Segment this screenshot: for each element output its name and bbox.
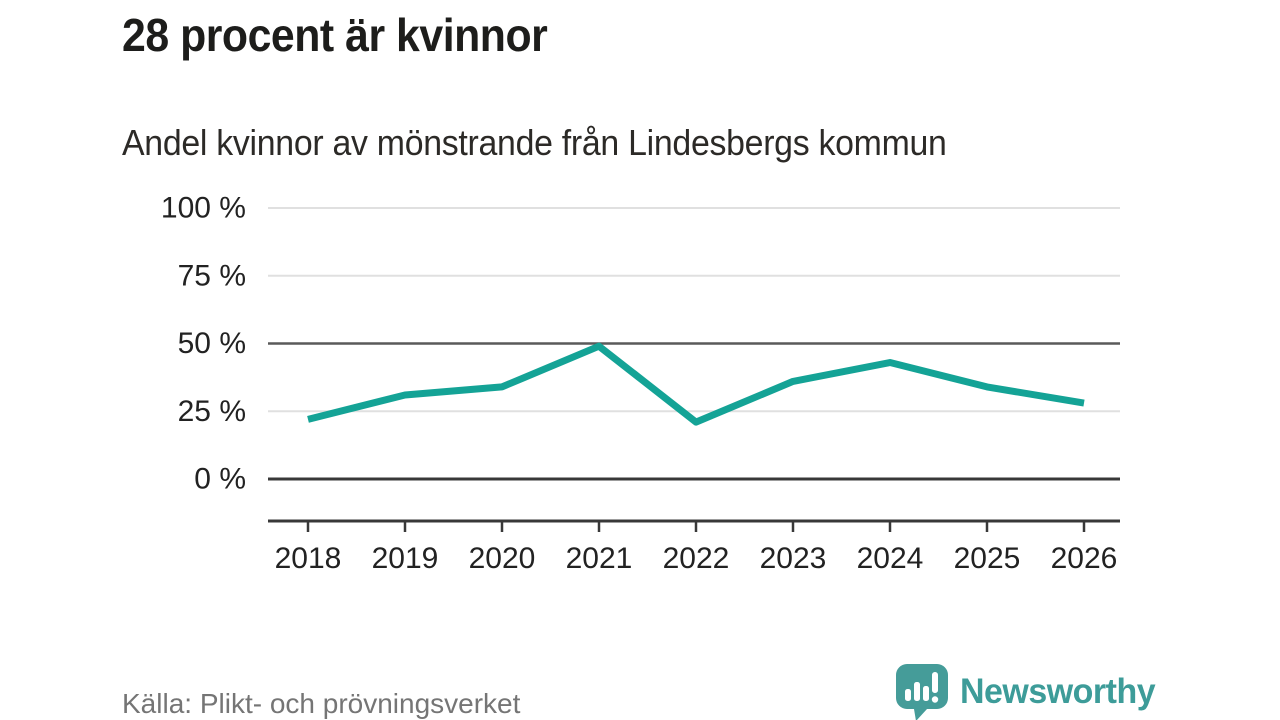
x-tick-label-2023: 2023 <box>760 542 827 575</box>
y-tick-label-100: 100 % <box>161 192 246 225</box>
brand-name: Newsworthy <box>960 672 1156 711</box>
x-tick-label-2022: 2022 <box>663 542 730 575</box>
speech-bubble-bar-chart-icon <box>896 664 948 720</box>
y-tick-label-75: 75 % <box>178 259 246 292</box>
y-tick-label-0: 0 % <box>194 463 246 496</box>
x-tick-label-2024: 2024 <box>857 542 924 575</box>
series-line <box>307 342 1085 426</box>
x-tick-label-2026: 2026 <box>1051 542 1118 575</box>
x-tick-label-2019: 2019 <box>372 542 439 575</box>
y-tick-label-25: 25 % <box>178 395 246 428</box>
x-tick-label-2021: 2021 <box>566 542 633 575</box>
y-tick-label-50: 50 % <box>178 327 246 360</box>
x-tick-label-2020: 2020 <box>469 542 536 575</box>
x-tick-label-2025: 2025 <box>954 542 1021 575</box>
line-chart: 0 % 25 % 50 % 75 % 100 % 2018 2019 2020 2021 2022… <box>161 192 1120 575</box>
x-tick-label-2018: 2018 <box>275 542 342 575</box>
newsworthy-logo: Newsworthy <box>895 663 1161 720</box>
chart-subtitle: Andel kvinnor av mönstrande från Lindesb… <box>122 122 947 163</box>
source-note: Källa: Plikt- och prövningsverket <box>122 688 521 719</box>
page-title: 28 procent är kvinnor <box>122 9 548 61</box>
